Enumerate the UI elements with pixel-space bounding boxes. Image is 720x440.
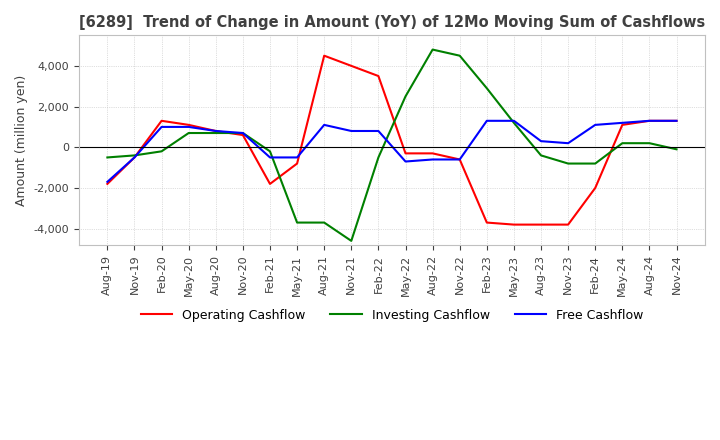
Operating Cashflow [645, 118, 654, 124]
Operating Cashflow [157, 118, 166, 124]
Free Cashflow [130, 155, 139, 160]
Free Cashflow [455, 157, 464, 162]
Operating Cashflow [238, 132, 247, 138]
Investing Cashflow [455, 53, 464, 59]
Free Cashflow [157, 124, 166, 129]
Investing Cashflow [212, 130, 220, 136]
Investing Cashflow [157, 149, 166, 154]
Free Cashflow [103, 179, 112, 184]
Investing Cashflow [401, 94, 410, 99]
Investing Cashflow [482, 86, 491, 91]
Operating Cashflow [184, 122, 193, 128]
Investing Cashflow [618, 140, 626, 146]
Investing Cashflow [645, 140, 654, 146]
Operating Cashflow [455, 157, 464, 162]
Free Cashflow [374, 128, 383, 134]
Investing Cashflow [672, 147, 681, 152]
Investing Cashflow [266, 149, 274, 154]
Investing Cashflow [130, 153, 139, 158]
Free Cashflow [428, 157, 437, 162]
Operating Cashflow [536, 222, 545, 227]
Operating Cashflow [618, 122, 626, 128]
Investing Cashflow [428, 47, 437, 52]
Operating Cashflow [212, 128, 220, 134]
Investing Cashflow [347, 238, 356, 243]
Investing Cashflow [238, 130, 247, 136]
Free Cashflow [591, 122, 600, 128]
Investing Cashflow [184, 130, 193, 136]
Operating Cashflow [672, 118, 681, 124]
Y-axis label: Amount (million yen): Amount (million yen) [15, 74, 28, 206]
Free Cashflow [293, 155, 302, 160]
Operating Cashflow [428, 151, 437, 156]
Investing Cashflow [510, 120, 518, 125]
Free Cashflow [320, 122, 328, 128]
Operating Cashflow [347, 63, 356, 69]
Investing Cashflow [591, 161, 600, 166]
Free Cashflow [212, 128, 220, 134]
Free Cashflow [266, 155, 274, 160]
Investing Cashflow [103, 155, 112, 160]
Free Cashflow [645, 118, 654, 124]
Line: Free Cashflow: Free Cashflow [107, 121, 677, 182]
Operating Cashflow [130, 155, 139, 160]
Free Cashflow [536, 139, 545, 144]
Free Cashflow [347, 128, 356, 134]
Free Cashflow [564, 140, 572, 146]
Investing Cashflow [374, 155, 383, 160]
Operating Cashflow [266, 181, 274, 187]
Investing Cashflow [293, 220, 302, 225]
Operating Cashflow [320, 53, 328, 59]
Investing Cashflow [536, 153, 545, 158]
Line: Investing Cashflow: Investing Cashflow [107, 50, 677, 241]
Operating Cashflow [293, 161, 302, 166]
Line: Operating Cashflow: Operating Cashflow [107, 56, 677, 224]
Free Cashflow [618, 120, 626, 125]
Operating Cashflow [103, 181, 112, 187]
Free Cashflow [510, 118, 518, 124]
Operating Cashflow [482, 220, 491, 225]
Operating Cashflow [564, 222, 572, 227]
Free Cashflow [482, 118, 491, 124]
Title: [6289]  Trend of Change in Amount (YoY) of 12Mo Moving Sum of Cashflows: [6289] Trend of Change in Amount (YoY) o… [78, 15, 705, 30]
Free Cashflow [401, 159, 410, 164]
Investing Cashflow [564, 161, 572, 166]
Free Cashflow [184, 124, 193, 129]
Free Cashflow [672, 118, 681, 124]
Legend: Operating Cashflow, Investing Cashflow, Free Cashflow: Operating Cashflow, Investing Cashflow, … [135, 304, 648, 327]
Operating Cashflow [374, 73, 383, 79]
Operating Cashflow [510, 222, 518, 227]
Free Cashflow [238, 130, 247, 136]
Operating Cashflow [591, 185, 600, 191]
Operating Cashflow [401, 151, 410, 156]
Investing Cashflow [320, 220, 328, 225]
